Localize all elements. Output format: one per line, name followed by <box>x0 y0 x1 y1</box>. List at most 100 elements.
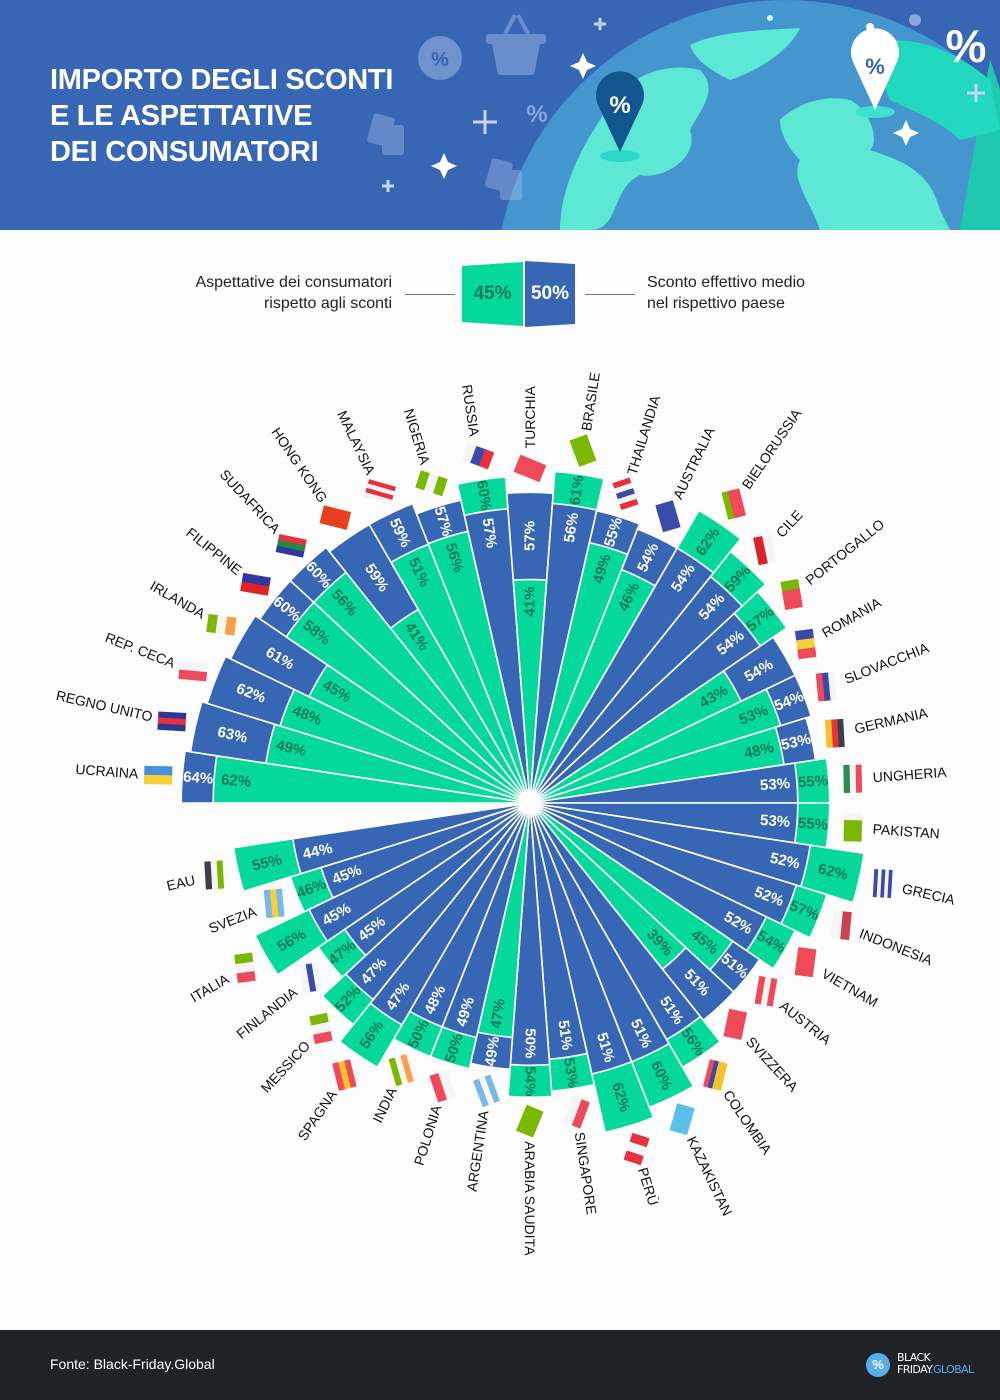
actual-value-label: 56% <box>561 512 582 544</box>
percent-icon: % <box>946 20 987 72</box>
flag-icon <box>843 813 863 842</box>
flag-icon <box>655 500 681 533</box>
expectation-value-label: 55% <box>797 772 828 791</box>
country-label: FILIPPINE <box>183 524 245 578</box>
flag-icon <box>815 671 837 702</box>
expectation-value-label: 55% <box>797 815 828 834</box>
country-label: NIGERIA <box>401 407 433 467</box>
flag-icon <box>513 454 547 483</box>
flag-icon <box>516 1104 544 1138</box>
page-title: IMPORTO DEGLI SCONTI E LE ASPETTATIVE DE… <box>50 64 394 168</box>
source-text: Fonte: Black-Friday.Global <box>50 1356 215 1372</box>
flag-icon <box>623 1132 650 1166</box>
plus-icon <box>382 18 985 192</box>
country-label: SUDAFRICA <box>217 466 284 537</box>
country-bar-malaysia: 59%51%MALAYSIA <box>334 408 531 804</box>
country-label: HONG KONG <box>268 424 330 505</box>
country-label: KAZAKISTAN <box>684 1134 736 1219</box>
country-label: AUSTRIA <box>777 997 835 1048</box>
svg-text:%: % <box>865 54 885 79</box>
country-bar-india: 50%48%INDIA <box>369 802 531 1125</box>
actual-value-label: 63% <box>216 723 249 746</box>
radial-bar-chart: 64% 62% UCRAINA 63% 49% REGNO UNITO 62% 48% REP.… <box>55 371 958 1256</box>
flag-icon <box>794 947 817 978</box>
country-label: ITALIA <box>187 970 232 1005</box>
svg-text:%: % <box>431 49 449 71</box>
legend-connector <box>585 294 635 295</box>
actual-value-label: 57% <box>479 517 500 549</box>
legend-connector <box>405 294 455 295</box>
country-label: REP. CECA <box>103 629 178 671</box>
country-label: REGNO UNITO <box>55 687 155 725</box>
flag-icon <box>461 442 495 470</box>
country-label: PORTOGALLO <box>802 516 887 588</box>
legend-actual-label: Sconto effettivo medio nel rispettivo pa… <box>647 274 806 312</box>
country-bar-italia: 56%45%ITALIA <box>187 802 531 1005</box>
legend-actual-swatch: 50% <box>525 261 575 327</box>
actual-value-label: 53% <box>759 812 790 831</box>
header-banner: % % % % % <box>0 0 1000 230</box>
flag-icon <box>388 1054 414 1087</box>
legend-expectation-label: Aspettative dei consumatori rispetto agl… <box>195 274 392 312</box>
country-label: ARGENTINA <box>464 1109 492 1193</box>
country-label: COLOMBIA <box>720 1087 775 1158</box>
flag-icon <box>364 479 397 505</box>
flag-icon <box>669 1103 695 1136</box>
actual-value-label: 53% <box>759 775 790 794</box>
sparkle-icon <box>431 53 919 179</box>
percent-bubble-icon: % <box>866 1353 890 1377</box>
country-bar-thailandia: 55%49%THAILANDIA <box>529 393 664 804</box>
flag-icon <box>204 860 225 890</box>
expectation-value-label: 62% <box>220 771 251 790</box>
country-label: UCRAINA <box>75 761 140 782</box>
legend-expectation-swatch: 45% <box>462 262 523 326</box>
flag-icon <box>753 534 777 566</box>
flag-icon <box>872 869 893 899</box>
expectation-value-label: 62% <box>816 860 849 883</box>
expectation-value-label: 49% <box>275 737 308 760</box>
actual-value-label: 49% <box>482 1035 503 1067</box>
country-label: PERÙ <box>635 1166 662 1208</box>
country-label: SVEZIA <box>206 903 259 936</box>
country-label: POLONIA <box>411 1102 445 1167</box>
flag-icon <box>612 477 639 511</box>
country-label: IRLANDA <box>147 578 208 623</box>
country-label: GERMANIA <box>853 704 930 736</box>
country-label: PAKISTAN <box>872 821 940 842</box>
flag-icon <box>178 660 208 682</box>
country-bar-vietnam: 54%52%VIETNAM <box>529 802 881 1010</box>
actual-value-label: 64% <box>183 769 214 788</box>
flag-icon <box>240 572 271 596</box>
flag-icon <box>563 1095 590 1129</box>
flag-icon <box>830 910 852 941</box>
country-label: MALAYSIA <box>334 408 379 478</box>
flag-icon <box>144 765 173 785</box>
country-label: INDIA <box>369 1084 400 1125</box>
country-label: RUSSIA <box>459 383 483 438</box>
country-label: THAILANDIA <box>624 393 664 477</box>
country-label: SLOVACCHIA <box>842 639 932 687</box>
shopping-basket-icon <box>486 14 546 75</box>
country-label: FINLANDIA <box>233 983 301 1042</box>
flag-icon <box>754 975 778 1007</box>
flag-icon <box>263 888 285 919</box>
header-illustration: % % % % % <box>367 0 1000 230</box>
country-label: BIELORUSSIA <box>739 405 805 492</box>
percent-badge-icon: % <box>418 36 462 80</box>
country-bar-ungheria: 55% 53% UNGHERIA <box>529 757 948 804</box>
expectation-value-label: 60% <box>473 479 494 511</box>
country-label: SPAGNA <box>294 1086 340 1143</box>
flag-icon <box>319 505 352 530</box>
country-bar-irlanda: 61%45%IRLANDA <box>147 578 531 804</box>
chart-center <box>520 793 540 813</box>
footer: Fonte: Black-Friday.Global % BLACK FRIDA… <box>0 1330 1000 1400</box>
flag-icon <box>794 628 817 660</box>
country-label: CILE <box>773 507 806 541</box>
country-label: SVIZZERA <box>743 1034 802 1096</box>
expectation-value-label: 61% <box>567 474 588 506</box>
flag-icon <box>206 614 237 636</box>
flag-icon <box>415 470 448 497</box>
country-label: BRASILE <box>578 371 603 432</box>
actual-value-label: 57% <box>522 521 539 551</box>
country-label: EAU <box>165 872 197 894</box>
